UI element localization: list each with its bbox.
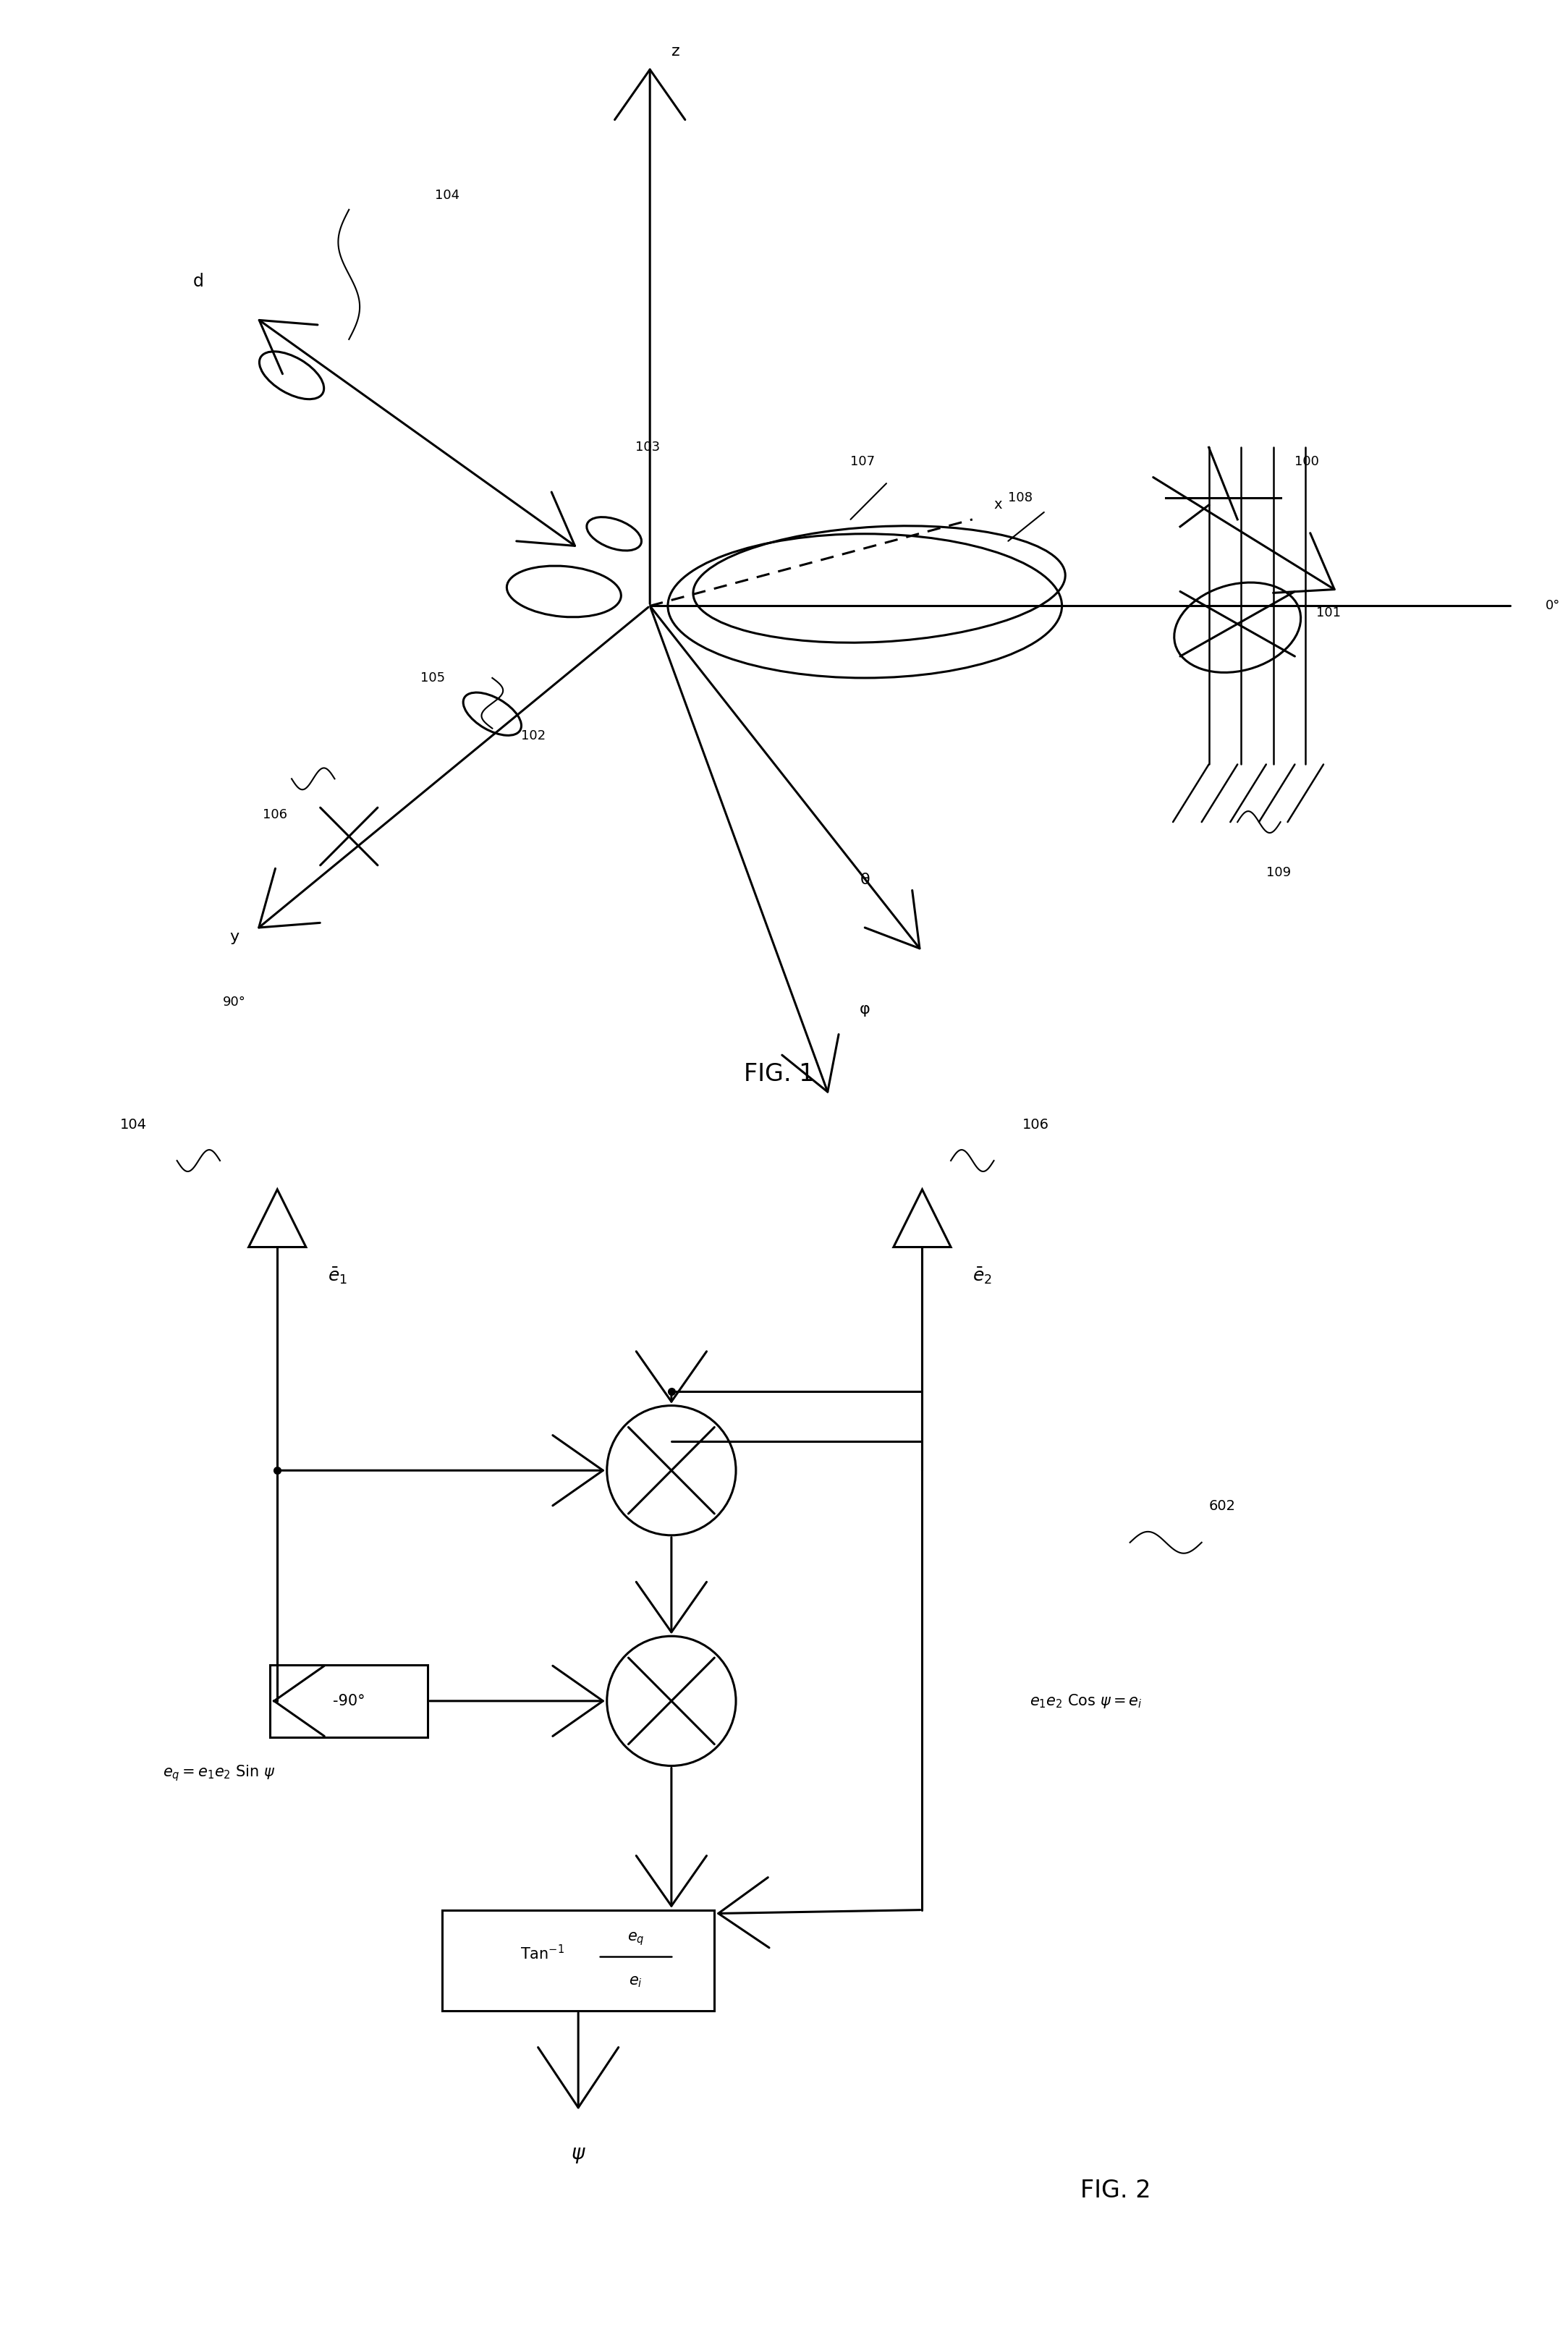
- Text: $e_q = e_1 e_2\ \mathrm{Sin}\ \psi$: $e_q = e_1 e_2\ \mathrm{Sin}\ \psi$: [163, 1764, 276, 1783]
- Text: 106: 106: [263, 807, 287, 821]
- Text: 102: 102: [521, 730, 546, 742]
- Text: x: x: [994, 498, 1002, 512]
- Text: 100: 100: [1295, 456, 1319, 468]
- Text: 104: 104: [434, 190, 459, 201]
- Text: 101: 101: [1316, 606, 1341, 620]
- Text: 108: 108: [1008, 491, 1033, 505]
- Text: z: z: [671, 44, 681, 58]
- Text: φ: φ: [859, 1002, 870, 1016]
- Text: 105: 105: [420, 672, 445, 683]
- Text: FIG. 2: FIG. 2: [1080, 2179, 1151, 2202]
- Text: 104: 104: [119, 1119, 146, 1133]
- Text: FIG. 1: FIG. 1: [743, 1062, 814, 1086]
- Text: $e_i$: $e_i$: [629, 1975, 643, 1989]
- Text: 109: 109: [1265, 866, 1290, 880]
- Text: y: y: [229, 929, 238, 945]
- Text: $\bar{e}_1$: $\bar{e}_1$: [328, 1266, 347, 1285]
- Text: θ: θ: [859, 873, 870, 887]
- Text: d: d: [193, 274, 204, 290]
- Text: $\psi$: $\psi$: [571, 2146, 586, 2164]
- Text: $\mathrm{Tan}^{-1}$: $\mathrm{Tan}^{-1}$: [521, 1945, 564, 1963]
- Text: 602: 602: [1209, 1500, 1236, 1514]
- Text: 106: 106: [1022, 1119, 1049, 1133]
- Text: $e_1 e_2\ \mathrm{Cos}\ \psi = e_i$: $e_1 e_2\ \mathrm{Cos}\ \psi = e_i$: [1030, 1692, 1142, 1711]
- Text: 103: 103: [635, 440, 660, 454]
- Text: $e_q$: $e_q$: [627, 1930, 644, 1947]
- Text: -90°: -90°: [332, 1694, 365, 1708]
- Text: $\bar{e}_2$: $\bar{e}_2$: [972, 1266, 993, 1285]
- Text: 0°: 0°: [1546, 599, 1560, 613]
- Text: 107: 107: [850, 456, 875, 468]
- Text: 90°: 90°: [223, 994, 246, 1009]
